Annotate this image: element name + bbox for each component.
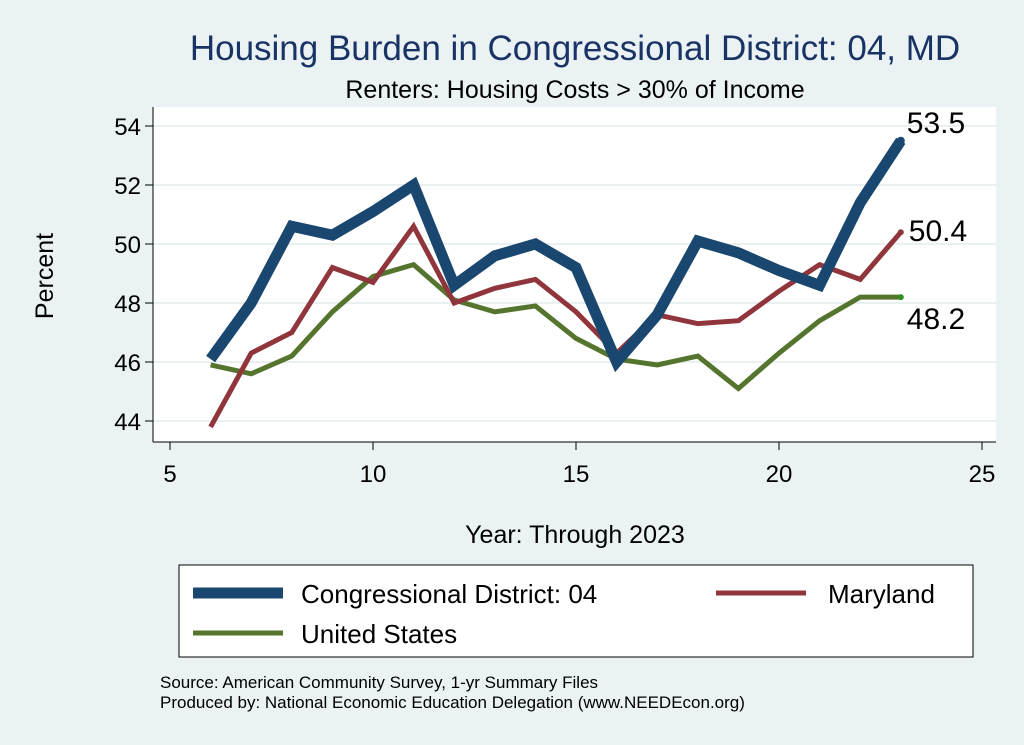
- y-tick-label-50: 50: [114, 232, 141, 259]
- y-tick-label-52: 52: [114, 173, 141, 200]
- series-line-maryland: [208, 221, 903, 429]
- produced-note: Produced by: National Economic Education…: [160, 693, 745, 712]
- series-line-district: [206, 137, 906, 373]
- y-tick-label-54: 54: [114, 114, 141, 141]
- y-tick-label-48: 48: [114, 291, 141, 318]
- chart-subtitle: Renters: Housing Costs > 30% of Income: [345, 76, 804, 104]
- x-tick-label-15: 15: [563, 461, 590, 488]
- legend-label-district: Congressional District: 04: [301, 579, 597, 609]
- x-axis-ticks: 5 10 15 20 25: [163, 442, 995, 488]
- end-labels: 53.5 50.4 48.2: [907, 107, 967, 336]
- series-line-us-end-point: [897, 294, 904, 301]
- legend-label-us: United States: [301, 619, 457, 649]
- source-note: Source: American Community Survey, 1-yr …: [160, 673, 598, 692]
- series-layer: [206, 136, 906, 429]
- x-tick-label-5: 5: [163, 461, 176, 488]
- y-tick-label-46: 46: [114, 350, 141, 377]
- chart-title: Housing Burden in Congressional District…: [190, 29, 960, 68]
- x-tick-label-10: 10: [360, 461, 387, 488]
- gridlines: [153, 125, 996, 422]
- y-tick-label-44: 44: [114, 409, 141, 436]
- x-axis-label: Year: Through 2023: [465, 521, 685, 549]
- x-tick-label-25: 25: [969, 461, 996, 488]
- endlabel-maryland: 50.4: [909, 215, 967, 248]
- legend-box: [178, 564, 974, 658]
- series-line-us: [210, 261, 901, 392]
- y-axis-label: Percent: [31, 233, 59, 319]
- series-line-district-end-point: [896, 136, 905, 145]
- legend-label-maryland: Maryland: [828, 579, 935, 609]
- endlabel-us: 48.2: [907, 303, 965, 336]
- y-axis-ticks: 44 46 48 50 52 54: [114, 114, 153, 436]
- x-tick-label-20: 20: [766, 461, 793, 488]
- series-line-maryland-end-point: [897, 229, 904, 236]
- endlabel-district: 53.5: [907, 107, 965, 140]
